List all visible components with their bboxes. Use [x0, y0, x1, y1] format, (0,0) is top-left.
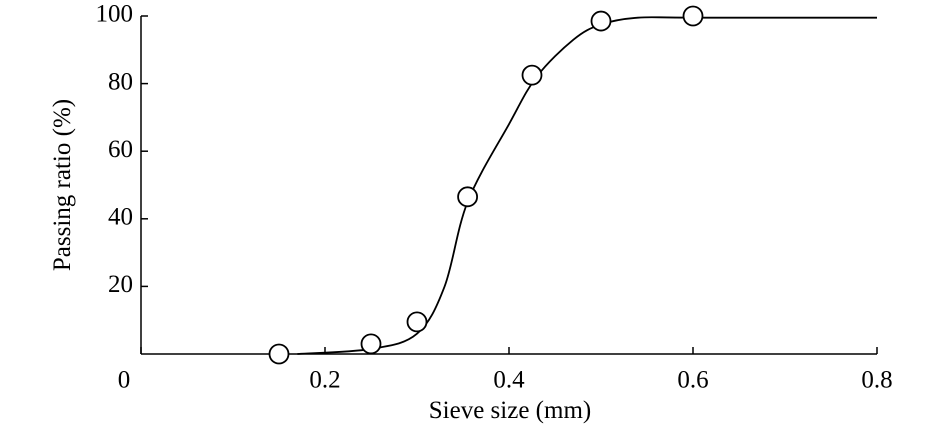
x-tick-label: 0.4 [493, 367, 525, 394]
data-point [682, 5, 704, 27]
data-point [457, 186, 479, 208]
x-tick-label: 0.6 [677, 367, 708, 394]
y-tick-label: 100 [96, 1, 134, 28]
x-tick-label: 0 [118, 367, 131, 394]
data-point [521, 64, 543, 86]
y-tick-label: 60 [108, 136, 133, 163]
data-point [406, 311, 428, 333]
data-point [268, 343, 290, 365]
x-tick-label: 0.2 [309, 367, 340, 394]
y-tick-label: 80 [108, 68, 133, 95]
data-point [590, 10, 612, 32]
y-axis-label: Passing ratio (%) [49, 99, 76, 271]
x-tick-label: 0.8 [861, 367, 892, 394]
y-tick-label: 20 [108, 271, 133, 298]
x-axis-label: Sieve size (mm) [429, 397, 591, 424]
data-point [360, 333, 382, 355]
y-tick-label: 40 [108, 204, 133, 231]
curve [297, 16, 877, 355]
